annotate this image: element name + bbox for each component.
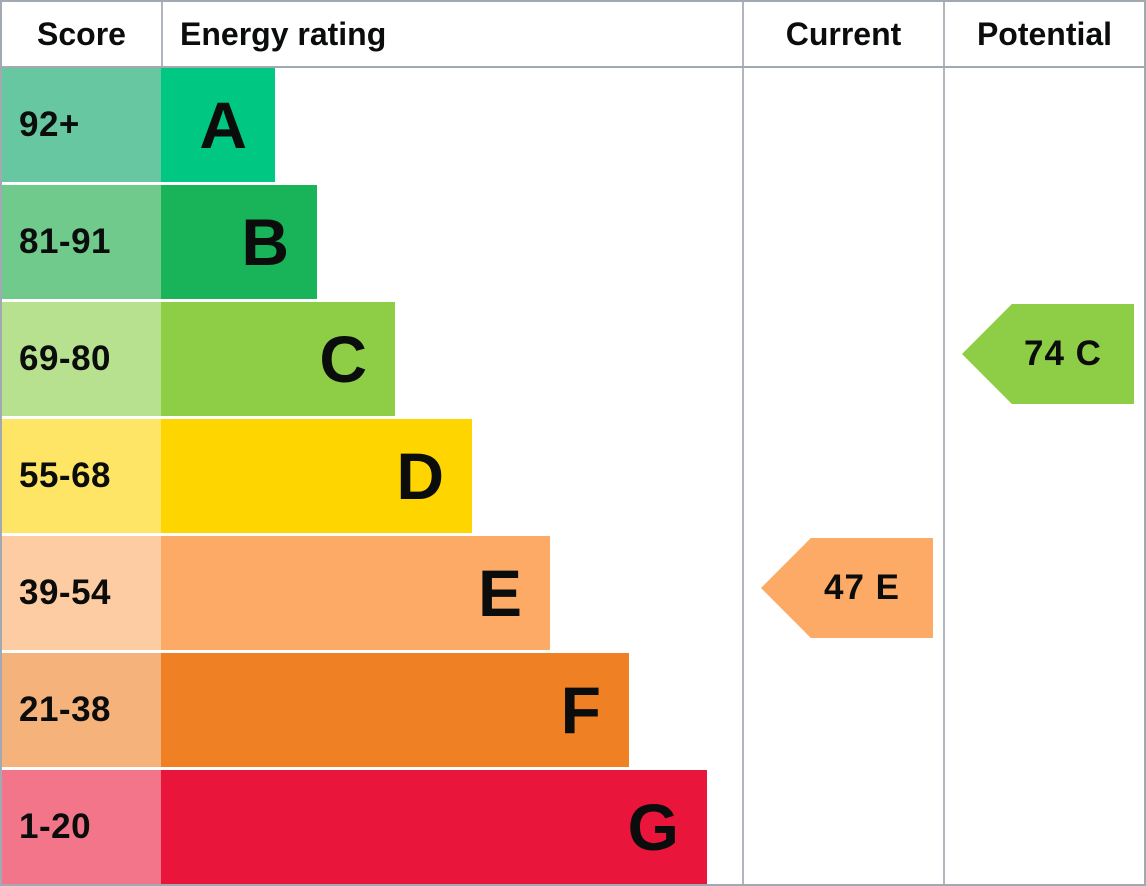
potential-rating-column: 74 C xyxy=(943,68,1144,884)
energy-band-row: 1-20 G xyxy=(2,770,742,884)
band-score-range: 21-38 xyxy=(2,653,161,767)
band-letter: G xyxy=(627,790,679,864)
band-score-range: 69-80 xyxy=(2,302,161,416)
band-bar: C xyxy=(161,302,395,416)
band-letter: A xyxy=(199,88,247,162)
potential-rating-arrow: 74 C xyxy=(962,304,1134,404)
band-letter: E xyxy=(477,556,522,630)
current-rating-value: 47 E xyxy=(824,568,900,607)
energy-band-row: 39-54 E xyxy=(2,536,742,650)
current-rating-arrow: 47 E xyxy=(761,538,933,638)
band-letter: B xyxy=(241,205,289,279)
energy-band-row: 55-68 D xyxy=(2,419,742,533)
energy-band-row: 21-38 F xyxy=(2,653,742,767)
energy-band-row: 92+ A xyxy=(2,68,742,182)
band-score-range: 92+ xyxy=(2,68,161,182)
energy-bands: 92+ A 81-91 B 69-80 C 55-68 D 39-54 E 21… xyxy=(2,68,742,884)
band-bar: B xyxy=(161,185,317,299)
band-letter: F xyxy=(560,673,601,747)
chart-body: 92+ A 81-91 B 69-80 C 55-68 D 39-54 E 21… xyxy=(2,68,1144,884)
current-column-header: Current xyxy=(742,2,943,66)
band-score-range: 55-68 xyxy=(2,419,161,533)
band-bar: A xyxy=(161,68,275,182)
band-bar: F xyxy=(161,653,629,767)
band-letter: C xyxy=(319,322,367,396)
band-bar: D xyxy=(161,419,472,533)
band-score-range: 39-54 xyxy=(2,536,161,650)
energy-band-row: 81-91 B xyxy=(2,185,742,299)
band-score-range: 81-91 xyxy=(2,185,161,299)
current-rating-column: 47 E xyxy=(742,68,943,884)
energy-rating-column-header: Energy rating xyxy=(161,2,742,66)
band-score-range: 1-20 xyxy=(2,770,161,884)
score-column-header: Score xyxy=(37,16,126,52)
potential-column-header: Potential xyxy=(943,2,1144,66)
band-bar: E xyxy=(161,536,550,650)
potential-rating-value: 74 C xyxy=(1024,334,1102,373)
band-letter: D xyxy=(396,439,444,513)
energy-band-row: 69-80 C xyxy=(2,302,742,416)
chart-header: Score Energy rating Current Potential xyxy=(2,2,1144,68)
band-bar: G xyxy=(161,770,707,884)
